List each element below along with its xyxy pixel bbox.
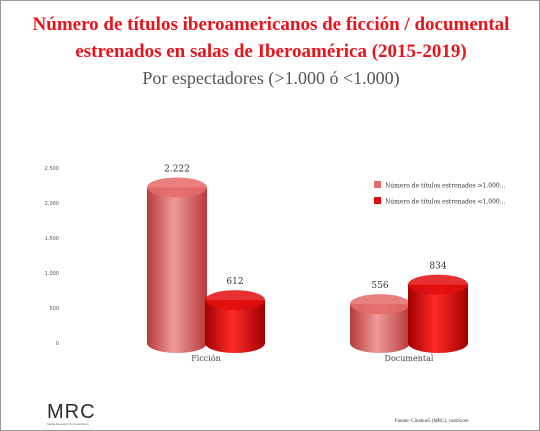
legend-item: Número de títulos estrenados <1.000... <box>374 197 506 206</box>
data-label: 556 <box>371 281 388 291</box>
chart-subtitle: Por espectadores (>1.000 ó <1.000) <box>142 68 400 88</box>
mrc-logo-tagline: Media Research & Consultancy <box>47 422 90 426</box>
bar-body <box>408 284 468 353</box>
x-category-label: Ficción <box>191 354 221 363</box>
data-label: 612 <box>226 277 243 287</box>
x-category-label: Documental <box>385 354 434 363</box>
legend-label: Número de títulos estrenados <1.000... <box>385 199 506 206</box>
y-tick-label: 1.000 <box>45 271 59 277</box>
legend-item: Número de títulos estrenados >1.000... <box>374 181 506 190</box>
y-tick-label: 2.500 <box>45 166 59 172</box>
bar-body <box>350 304 410 353</box>
y-tick-label: 500 <box>49 306 59 312</box>
bar <box>350 294 410 353</box>
source-note: Fuente: Cinehue5 (MRC), comScore <box>395 419 469 424</box>
bar-body <box>147 187 207 353</box>
bar-top <box>408 274 468 295</box>
bar-top <box>350 294 410 315</box>
mrc-logo: MRC <box>47 401 96 423</box>
bar <box>408 274 468 353</box>
data-label: 834 <box>429 262 446 272</box>
bar-body <box>205 300 265 353</box>
bar <box>205 290 265 353</box>
bar <box>147 177 207 353</box>
legend-label: Número de títulos estrenados >1.000... <box>385 183 506 190</box>
legend-swatch <box>374 197 381 204</box>
y-tick-label: 1.500 <box>45 236 59 242</box>
data-label: 2.222 <box>164 164 190 174</box>
chart-title: Número de títulos iberoamericanos de fic… <box>32 14 510 62</box>
bar-top <box>147 177 207 198</box>
bar-top <box>205 290 265 311</box>
y-tick-label: 0 <box>56 341 59 347</box>
y-tick-label: 2.000 <box>45 201 59 207</box>
legend-swatch <box>374 181 381 188</box>
